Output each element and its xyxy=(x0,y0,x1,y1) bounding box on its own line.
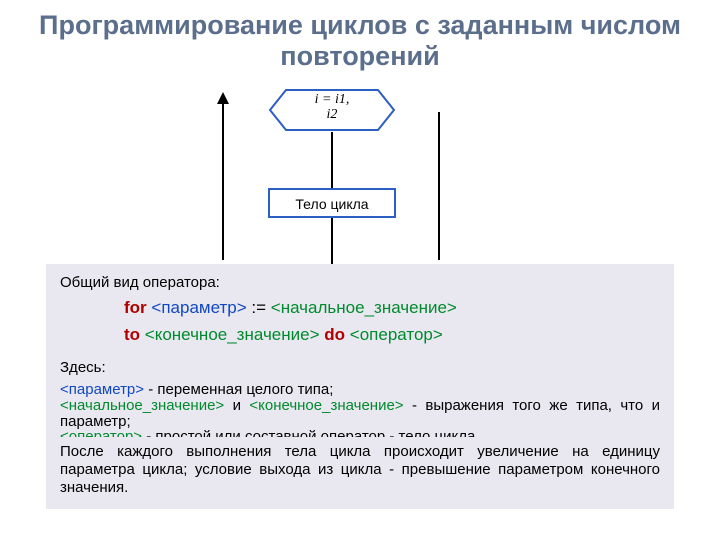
kw-param: <параметр> xyxy=(151,298,246,317)
note-panel: После каждого выполнения тела цикла прои… xyxy=(46,437,674,509)
slide-title: Программирование циклов с заданным число… xyxy=(0,10,720,72)
loop-var-line2: i2 xyxy=(327,107,338,122)
flow-line-down xyxy=(331,132,333,188)
loop-header-hexagon: i = i1, i2 xyxy=(268,88,396,132)
loop-body-box: Тело цикла xyxy=(268,188,396,218)
def-start-kw: <начальное_значение> xyxy=(60,397,224,414)
kw-do: do xyxy=(324,325,345,344)
def-param: <параметр> - переменная целого типа; xyxy=(60,382,660,398)
here-label: Здесь: xyxy=(60,359,660,378)
intro-text: Общий вид оператора: xyxy=(60,274,660,293)
flow-line-right xyxy=(438,112,440,260)
syntax-line-1: for <параметр> := <начальное_значение> xyxy=(124,297,660,318)
def-and: и xyxy=(224,397,249,414)
arrow-up-icon xyxy=(217,92,229,104)
slide: Программирование циклов с заданным число… xyxy=(0,0,720,540)
def-end-kw: <конечное_значение> xyxy=(249,397,403,414)
loop-header-label: i = i1, i2 xyxy=(268,92,396,123)
kw-op: <оператор> xyxy=(350,325,443,344)
def-param-kw: <параметр> xyxy=(60,381,144,398)
syntax-line-2: to <конечное_значение> do <оператор> xyxy=(124,324,660,345)
def-param-text: - переменная целого типа; xyxy=(144,381,333,398)
loop-var-line1: i = i1, xyxy=(315,92,350,107)
kw-to: to xyxy=(124,325,140,344)
flowchart-diagram: i = i1, i2 Тело цикла xyxy=(0,88,720,268)
def-range: <начальное_значение> и <конечное_значени… xyxy=(60,398,660,430)
kw-for: for xyxy=(124,298,147,317)
kw-start: <начальное_значение> xyxy=(271,298,457,317)
kw-end: <конечное_значение> xyxy=(145,325,320,344)
flow-line-back xyxy=(222,102,224,260)
kw-assign: := xyxy=(251,298,266,317)
